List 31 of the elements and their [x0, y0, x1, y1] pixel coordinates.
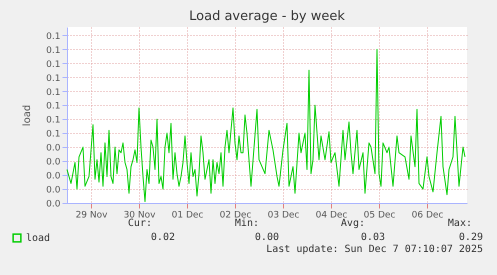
y-tick-label: 0.0 — [46, 172, 61, 182]
y-tick-label: 0.1 — [46, 46, 60, 56]
y-tick-label: 0.1 — [46, 102, 60, 112]
legend-label: load — [26, 233, 50, 244]
text: 0.03 — [360, 232, 385, 243]
text: Last update: Sun Dec 7 07:10:07 2025 — [266, 244, 483, 255]
y-tick-label: 0.0 — [46, 158, 61, 168]
text: Min: — [234, 218, 259, 229]
y-tick-label: 0.1 — [46, 60, 60, 70]
y-tick-label: 0.1 — [46, 116, 60, 126]
text: Max: — [448, 218, 472, 229]
y-tick-label: 0.0 — [46, 200, 61, 210]
text: 0.00 — [254, 232, 279, 243]
text: Cur: — [128, 218, 152, 229]
y-tick-label: 0.1 — [46, 74, 60, 84]
y-tick-label: 0.0 — [46, 144, 61, 154]
line-series — [66, 48, 466, 202]
y-tick-label: 0.1 — [46, 32, 60, 42]
chart-title: Load average - by week — [189, 9, 346, 24]
x-tick-label: 03 Dec — [268, 210, 300, 220]
text: Avg: — [340, 218, 365, 229]
y-tick-label: 0.0 — [46, 186, 61, 196]
text: 0.29 — [458, 232, 483, 243]
x-tick-label: 01 Dec — [172, 210, 204, 220]
y-axis-title: load — [22, 104, 34, 126]
x-tick-label: 05 Dec — [364, 210, 396, 220]
x-tick-label: 29 Nov — [76, 210, 108, 220]
x-tick-label: 06 Dec — [412, 210, 444, 220]
text: 0.02 — [150, 232, 175, 243]
y-tick-label: 0.1 — [46, 130, 60, 140]
y-tick-label: 0.1 — [46, 88, 60, 98]
